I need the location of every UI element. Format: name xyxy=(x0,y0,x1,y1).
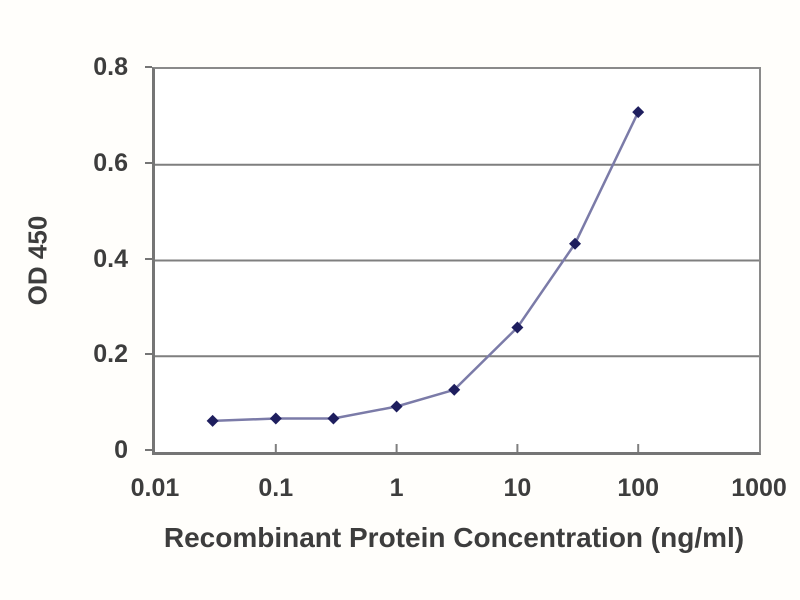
data-point-marker xyxy=(390,400,403,413)
data-point-marker xyxy=(448,383,461,396)
chart-plot-svg xyxy=(155,106,759,452)
y-tick-label: 0.4 xyxy=(93,244,128,273)
y-axis-tick xyxy=(145,161,152,164)
data-series-line xyxy=(212,111,640,423)
plot-area xyxy=(152,67,761,455)
x-tick-label: 1000 xyxy=(731,474,787,502)
x-axis-title: Recombinant Protein Concentration (ng/ml… xyxy=(163,522,745,553)
data-point-marker xyxy=(206,414,219,427)
x-tick-label: 100 xyxy=(617,474,660,502)
data-point-marker xyxy=(569,237,582,250)
data-point-marker xyxy=(511,321,524,334)
y-axis-tick xyxy=(145,449,152,451)
y-axis-title: OD 450 xyxy=(22,215,53,306)
y-tick-label: 0.2 xyxy=(93,340,128,369)
y-tick-label: 0.8 xyxy=(93,53,128,81)
data-point-marker xyxy=(269,412,282,425)
x-tick-label: 0.1 xyxy=(258,474,294,502)
y-axis-tick xyxy=(145,353,152,356)
y-tick-label: 0 xyxy=(114,436,128,464)
x-tick-label: 10 xyxy=(503,474,532,502)
data-point-marker xyxy=(632,106,645,119)
y-axis-tick xyxy=(145,257,152,260)
y-axis-tick xyxy=(145,66,152,68)
x-tick-label: 1 xyxy=(389,474,404,502)
y-tick-label: 0.6 xyxy=(93,148,128,177)
data-point-marker xyxy=(327,412,340,425)
x-tick-label: 0.01 xyxy=(130,474,180,502)
